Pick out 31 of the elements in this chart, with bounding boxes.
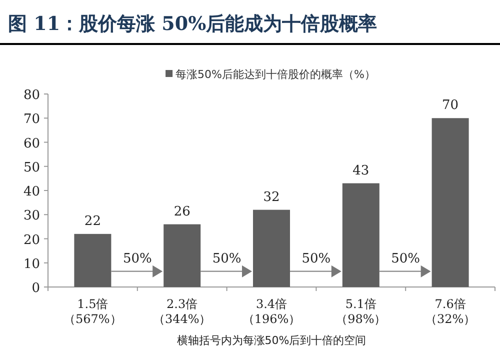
bar xyxy=(432,118,469,287)
data-label: 26 xyxy=(174,204,190,220)
bar xyxy=(164,224,201,287)
data-label: 22 xyxy=(84,214,101,229)
x-tick-label: 3.4倍（196%） xyxy=(242,297,301,326)
annotation: 50% xyxy=(212,251,242,266)
x-tick-label: 1.5倍（567%） xyxy=(64,297,122,326)
annotation: 50% xyxy=(302,251,331,266)
y-tick-label: 40 xyxy=(23,184,40,200)
bar xyxy=(74,234,112,287)
y-tick-label: 10 xyxy=(23,256,40,272)
y-tick-label: 80 xyxy=(23,88,40,103)
x-tick-label: 5.1倍（98%） xyxy=(336,297,386,326)
annotation: 50% xyxy=(391,251,420,266)
annotation: 50% xyxy=(122,251,152,266)
x-tick-label: 2.3倍（344%） xyxy=(152,297,212,326)
y-tick-label: 70 xyxy=(23,112,40,128)
y-tick-label: 20 xyxy=(23,232,40,248)
bar xyxy=(342,183,380,287)
bar xyxy=(253,210,290,287)
y-tick-label: 30 xyxy=(23,208,40,224)
data-label: 43 xyxy=(352,163,370,178)
x-tick-label: 7.6倍（32%） xyxy=(424,297,476,326)
data-label: 70 xyxy=(442,98,459,114)
data-label: 32 xyxy=(263,190,280,205)
y-tick-label: 0 xyxy=(32,281,40,296)
y-tick-label: 50 xyxy=(23,160,40,176)
chart-title: 图 11：股价每涨 50%后能成为十倍股概率 xyxy=(8,13,378,35)
y-tick-label: 60 xyxy=(23,136,40,152)
legend-label: 每涨50%后能达到十倍股价的概率（%） xyxy=(176,68,376,81)
text: 横轴括号内为每涨50%后到十倍的空间 xyxy=(176,334,366,347)
